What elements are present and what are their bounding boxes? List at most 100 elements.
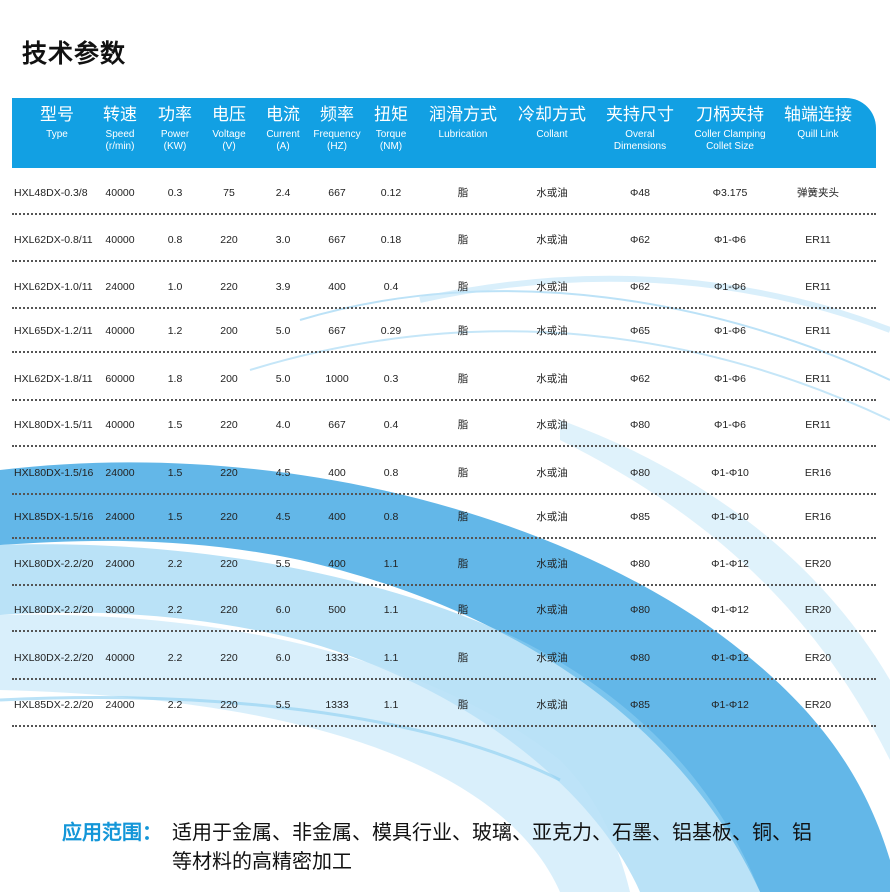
table-row: HXL80DX-2.2/20 40000 2.2 220 6.0 1333 1.1 脂 水或油 Φ… xyxy=(12,648,876,668)
table-cell: Φ1-Φ12 xyxy=(711,558,749,570)
table-cell: 220 xyxy=(220,281,238,293)
table-row: HXL62DX-0.8/11 40000 0.8 220 3.0 667 0.18 脂 水或油 Φ… xyxy=(12,230,876,250)
table-cell: Φ62 xyxy=(629,373,651,385)
column-header: 夹持尺寸 Overal Dimensions xyxy=(606,104,674,153)
table-cell: 40000 xyxy=(105,419,135,431)
table-cell: Φ1-Φ6 xyxy=(714,325,746,337)
table-cell: 220 xyxy=(220,604,238,616)
table-cell: 0.3 xyxy=(167,187,183,199)
table-cell: 24000 xyxy=(105,511,135,523)
header-en: Voltage xyxy=(212,129,246,140)
table-cell: 0.4 xyxy=(383,281,399,293)
table-cell: HXL80DX-1.5/16 xyxy=(14,467,94,479)
table-cell: 5.5 xyxy=(275,699,291,711)
table-cell: 400 xyxy=(328,281,346,293)
row-divider xyxy=(12,725,876,727)
table-cell: 1.5 xyxy=(167,511,183,523)
table-cell: Φ65 xyxy=(629,325,651,337)
table-row: HXL65DX-1.2/11 40000 1.2 200 5.0 667 0.29 脂 水或油 Φ… xyxy=(12,321,876,341)
table-cell: 1333 xyxy=(325,699,349,711)
table-cell: 1.5 xyxy=(167,419,183,431)
table-cell: Φ1-Φ6 xyxy=(714,373,746,385)
header-en: Collant xyxy=(536,129,568,140)
table-cell: 24000 xyxy=(105,558,135,570)
table-cell: Φ85 xyxy=(629,699,651,711)
table-cell: HXL80DX-2.2/20 xyxy=(14,604,94,616)
table-cell: 667 xyxy=(328,419,346,431)
table-cell: Φ1-Φ6 xyxy=(714,281,746,293)
header-zh: 夹持尺寸 xyxy=(606,105,674,125)
table-cell: 1.1 xyxy=(383,604,399,616)
table-cell: 2.2 xyxy=(167,699,183,711)
column-header: 型号 Type xyxy=(40,104,74,141)
table-cell: 1.5 xyxy=(167,467,183,479)
table-cell: 500 xyxy=(328,604,346,616)
header-unit: (KW) xyxy=(163,141,187,152)
table-cell: ER20 xyxy=(804,699,832,711)
table-cell: 脂 xyxy=(457,419,469,431)
table-cell: HXL62DX-1.0/11 xyxy=(14,281,93,293)
table-row: HXL62DX-1.0/11 24000 1.0 220 3.9 400 0.4 脂 水或油 Φ6… xyxy=(12,277,876,297)
column-header: 轴端连接 Quill Link xyxy=(784,104,852,141)
table-cell: 脂 xyxy=(457,467,469,479)
table-cell: 2.2 xyxy=(167,604,183,616)
table-cell: 200 xyxy=(220,373,238,385)
table-cell: 667 xyxy=(328,187,346,199)
table-cell: 4.5 xyxy=(275,467,291,479)
table-cell: 1000 xyxy=(325,373,349,385)
table-cell: 水或油 xyxy=(536,281,568,293)
header-unit: (NM) xyxy=(379,141,403,152)
table-cell: 220 xyxy=(220,652,238,664)
header-en: Overal xyxy=(625,129,655,140)
header-unit: (V) xyxy=(222,141,236,152)
row-divider xyxy=(12,678,876,680)
table-cell: Φ1-Φ12 xyxy=(711,604,749,616)
table-cell: HXL80DX-1.5/11 xyxy=(14,419,93,431)
header-en: Coller Clamping xyxy=(694,129,766,140)
table-cell: 水或油 xyxy=(536,419,568,431)
table-cell: 4.5 xyxy=(275,511,291,523)
column-header: 转速 Speed (r/min) xyxy=(103,104,137,153)
header-en: Current xyxy=(266,129,300,140)
table-cell: 0.8 xyxy=(167,234,183,246)
table-cell: 1.1 xyxy=(383,558,399,570)
table-cell: 220 xyxy=(220,467,238,479)
table-cell: 水或油 xyxy=(536,558,568,570)
table-cell: 脂 xyxy=(457,234,469,246)
table-cell: ER16 xyxy=(804,511,832,523)
table-cell: Φ1-Φ12 xyxy=(711,652,749,664)
table-cell: 40000 xyxy=(105,325,135,337)
table-cell: Φ85 xyxy=(629,511,651,523)
table-cell: 6.0 xyxy=(275,604,291,616)
table-cell: 5.5 xyxy=(275,558,291,570)
table-cell: 脂 xyxy=(457,604,469,616)
table-row: HXL80DX-2.2/20 30000 2.2 220 6.0 500 1.1 脂 水或油 Φ8… xyxy=(12,600,876,620)
header-unit: (A) xyxy=(276,141,290,152)
table-cell: 5.0 xyxy=(275,373,291,385)
table-cell: Φ80 xyxy=(629,467,651,479)
header-zh: 轴端连接 xyxy=(784,105,852,125)
table-cell: 40000 xyxy=(105,187,135,199)
table-cell: ER11 xyxy=(805,325,831,337)
table-cell: Φ80 xyxy=(629,652,651,664)
application-text: 适用于金属、非金属、模具行业、玻璃、亚克力、石墨、铝基板、铜、铝等材料的高精密加… xyxy=(172,820,812,873)
row-divider xyxy=(12,260,876,262)
row-divider xyxy=(12,445,876,447)
table-cell: Φ1-Φ10 xyxy=(711,467,749,479)
table-cell: HXL62DX-0.8/11 xyxy=(14,234,93,246)
table-cell: 水或油 xyxy=(536,604,568,616)
table-cell: 4.0 xyxy=(275,419,291,431)
header-unit: Collet Size xyxy=(706,141,754,152)
table-cell: Φ80 xyxy=(629,604,651,616)
table-cell: 1333 xyxy=(325,652,349,664)
column-header: 润滑方式 Lubrication xyxy=(429,104,497,141)
table-cell: 0.8 xyxy=(383,467,399,479)
table-cell: 2.2 xyxy=(167,558,183,570)
table-cell: 脂 xyxy=(457,511,469,523)
header-zh: 电压 xyxy=(212,105,246,125)
column-header: 功率 Power (KW) xyxy=(158,104,192,153)
table-cell: 脂 xyxy=(457,652,469,664)
column-header: 电流 Current (A) xyxy=(266,104,300,153)
table-cell: Φ1-Φ6 xyxy=(714,234,746,246)
